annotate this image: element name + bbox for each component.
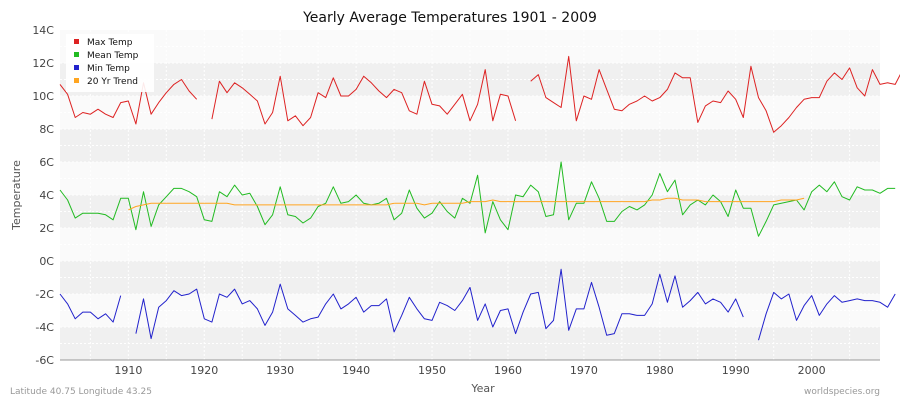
series-lines	[59, 55, 900, 341]
series-line-max-temp	[530, 55, 900, 133]
x-tick-label: 1990	[722, 364, 750, 377]
x-tick-label: 2000	[798, 364, 826, 377]
y-tick-label: 14C	[32, 24, 54, 37]
y-tick-label: 6C	[39, 156, 54, 169]
legend-swatch-max	[74, 39, 79, 44]
y-tick-label: 4C	[39, 189, 54, 202]
legend-label-trend: 20 Yr Trend	[87, 77, 138, 87]
footer-source: worldspecies.org	[804, 387, 880, 397]
chart-title: Yearly Average Temperatures 1901 - 2009	[302, 10, 597, 26]
y-tick-label: 10C	[32, 90, 54, 103]
series-line-20-yr-trend	[128, 197, 805, 211]
legend-label-min: Min Temp	[87, 64, 130, 74]
x-tick-label: 1930	[266, 364, 294, 377]
y-tick-label: 0C	[39, 255, 54, 268]
x-tick-label: 1920	[190, 364, 218, 377]
series-line-max-temp	[59, 79, 198, 125]
x-tick-label: 1910	[114, 364, 142, 377]
x-tick-label: 1980	[646, 364, 674, 377]
series-line-min-temp	[59, 293, 122, 323]
x-tick-label: 1940	[342, 364, 370, 377]
legend-label-mean: Mean Temp	[87, 51, 139, 61]
y-tick-label: 2C	[39, 222, 54, 235]
y-axis-label: Temperature	[10, 160, 23, 231]
y-tick-label: 8C	[39, 123, 54, 136]
series-line-mean-temp	[59, 161, 896, 237]
x-tick-labels: 1910 1920 1930 1940 1950 1960 1970 1980 1990 2000	[114, 364, 825, 377]
footer-coordinates: Latitude 40.75 Longitude 43.25	[10, 387, 152, 397]
series-line-min-temp	[135, 268, 744, 340]
legend-label-max: Max Temp	[87, 38, 133, 48]
x-axis-label: Year	[470, 382, 495, 395]
series-line-max-temp	[211, 69, 517, 127]
legend: Max Temp Mean Temp Min Temp 20 Yr Trend	[66, 34, 154, 92]
grid-lines	[60, 30, 880, 361]
x-tick-label: 1950	[418, 364, 446, 377]
y-tick-label: -6C	[35, 354, 54, 367]
series-line-min-temp	[758, 291, 896, 341]
legend-swatch-trend	[74, 78, 79, 83]
y-tick-label: 12C	[32, 57, 54, 70]
x-tick-label: 1970	[570, 364, 598, 377]
y-tick-label: -4C	[35, 321, 54, 334]
legend-swatch-mean	[74, 52, 79, 57]
legend-background	[66, 34, 154, 92]
y-tick-labels: -6C -4C -2C 0C 2C 4C 6C 8C 10C 12C 14C	[32, 24, 54, 367]
x-tick-label: 1960	[494, 364, 522, 377]
y-tick-label: -2C	[35, 288, 54, 301]
legend-swatch-min	[74, 65, 79, 70]
